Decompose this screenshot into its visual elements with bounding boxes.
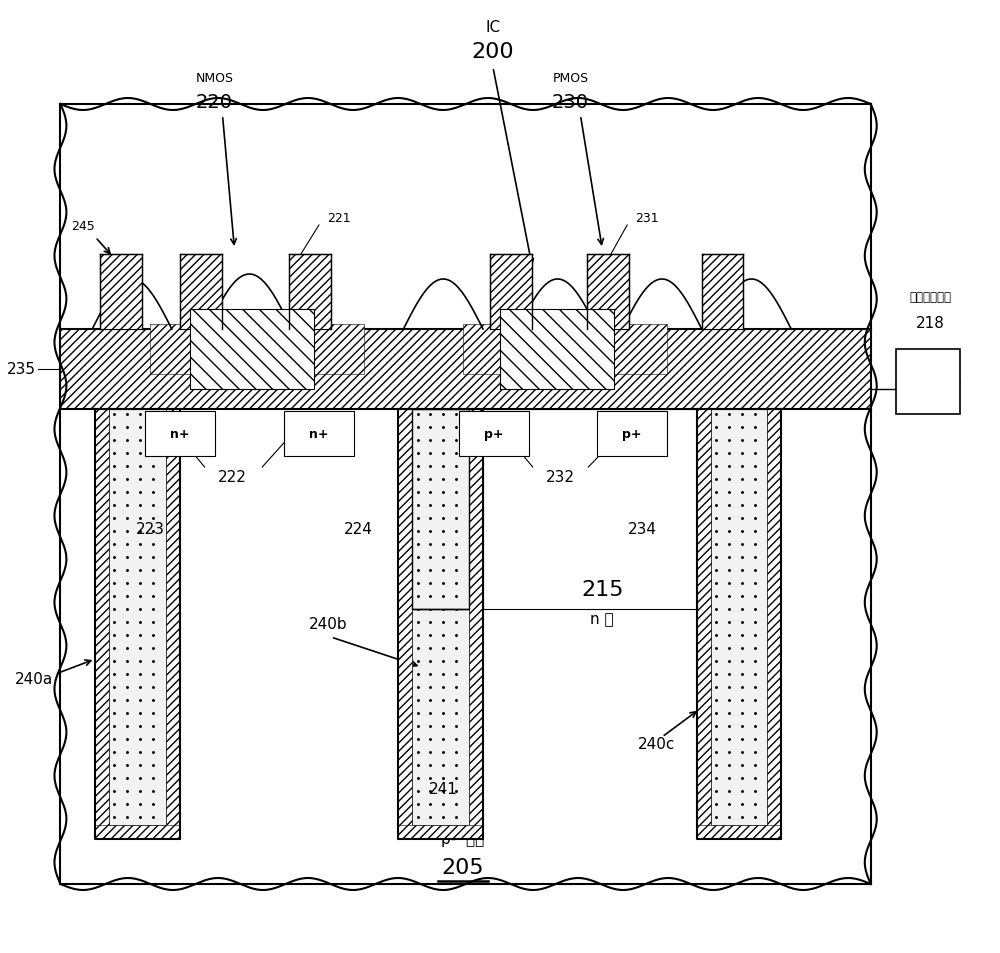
- Text: 240b: 240b: [309, 617, 348, 632]
- Bar: [180, 254, 222, 330]
- Bar: [412, 410, 469, 609]
- Bar: [500, 310, 614, 390]
- Polygon shape: [92, 280, 172, 330]
- Bar: [767, 410, 781, 840]
- Bar: [95, 410, 109, 840]
- Bar: [412, 410, 469, 825]
- Polygon shape: [712, 280, 791, 330]
- Text: 功能电路系统: 功能电路系统: [909, 292, 951, 304]
- Bar: [289, 254, 331, 330]
- Text: 222: 222: [218, 470, 247, 485]
- Text: 221: 221: [327, 212, 351, 224]
- Text: p-  基板: p- 基板: [441, 832, 485, 846]
- Text: 220: 220: [196, 92, 233, 112]
- Polygon shape: [622, 280, 702, 330]
- Bar: [463, 325, 667, 375]
- Text: p+: p+: [622, 428, 642, 440]
- Bar: [459, 412, 529, 456]
- Text: IC: IC: [485, 20, 500, 35]
- Bar: [711, 410, 767, 825]
- Bar: [60, 330, 871, 410]
- Text: 218: 218: [916, 316, 945, 331]
- Text: p+: p+: [484, 428, 504, 440]
- Bar: [697, 410, 711, 840]
- Text: n 阱: n 阱: [590, 612, 614, 627]
- Polygon shape: [518, 280, 597, 330]
- Bar: [597, 412, 667, 456]
- Text: PMOS: PMOS: [552, 71, 589, 85]
- Text: 245: 245: [71, 219, 95, 233]
- Text: 242: 242: [422, 550, 459, 569]
- Polygon shape: [207, 274, 292, 330]
- Bar: [896, 350, 960, 415]
- Text: 235: 235: [7, 362, 36, 377]
- Bar: [100, 254, 142, 330]
- Bar: [587, 254, 629, 330]
- Bar: [190, 310, 314, 390]
- Bar: [697, 825, 781, 840]
- Bar: [60, 330, 871, 410]
- Text: 215: 215: [581, 579, 624, 599]
- Bar: [166, 410, 180, 840]
- Polygon shape: [403, 280, 483, 330]
- Text: NMOS: NMOS: [196, 71, 234, 85]
- Text: 224: 224: [344, 522, 373, 537]
- Text: 240a: 240a: [15, 672, 53, 687]
- Bar: [398, 825, 483, 840]
- Text: 231: 231: [635, 212, 659, 224]
- Text: n+: n+: [170, 428, 189, 440]
- Text: 234: 234: [628, 522, 657, 537]
- Text: n+: n+: [309, 428, 329, 440]
- Bar: [483, 410, 697, 609]
- Text: 241: 241: [429, 781, 458, 797]
- Bar: [398, 410, 412, 840]
- Text: 205: 205: [442, 857, 484, 877]
- Text: 240c: 240c: [638, 737, 675, 752]
- Text: 200: 200: [472, 42, 514, 62]
- Bar: [109, 410, 166, 825]
- Text: 233: 233: [454, 522, 483, 537]
- Text: 232: 232: [546, 470, 575, 485]
- Bar: [469, 410, 483, 840]
- Bar: [150, 325, 364, 375]
- Bar: [60, 105, 871, 884]
- Bar: [145, 412, 215, 456]
- Text: 223: 223: [135, 522, 164, 537]
- Bar: [284, 412, 354, 456]
- Bar: [702, 254, 743, 330]
- Bar: [490, 254, 532, 330]
- Text: 230: 230: [552, 92, 589, 112]
- Bar: [95, 825, 180, 840]
